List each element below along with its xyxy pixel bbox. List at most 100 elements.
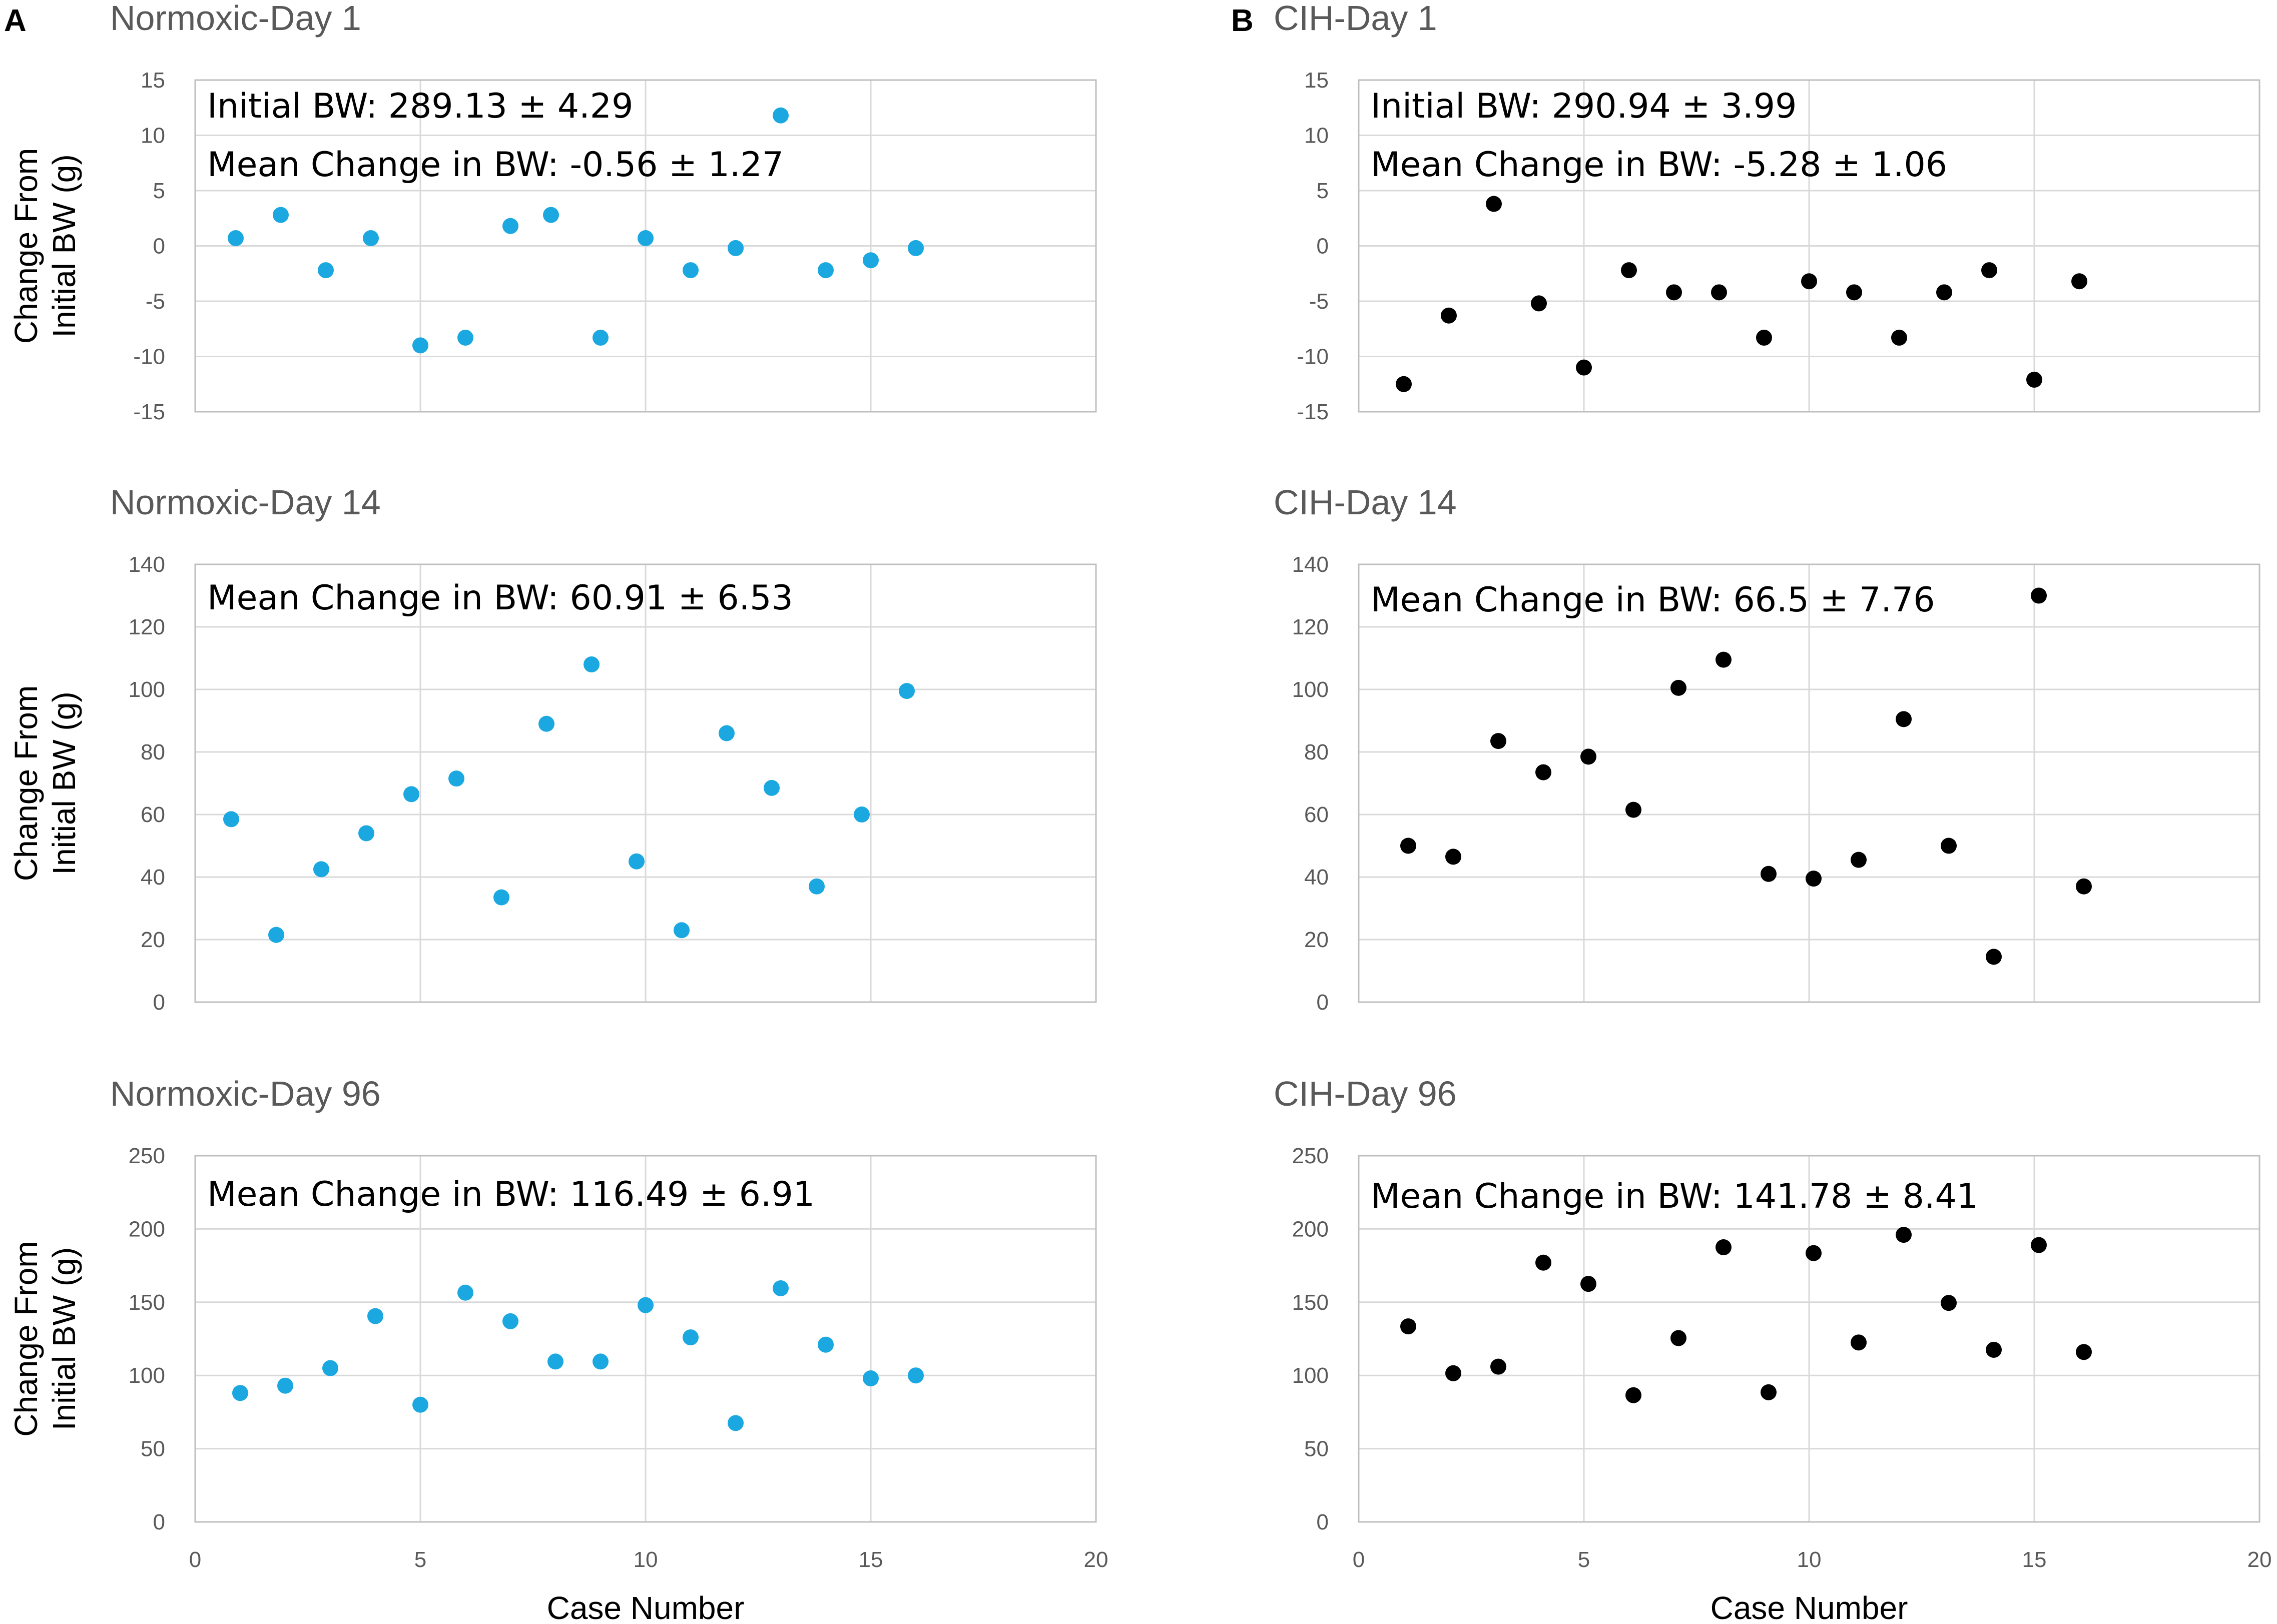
plot-area — [194, 1155, 1097, 1523]
data-point — [584, 656, 600, 672]
x-tick-label: 20 — [2247, 1547, 2272, 1572]
data-point — [1851, 1334, 1867, 1351]
data-point — [502, 1313, 518, 1329]
data-point — [1670, 1330, 1686, 1346]
y-tick-label: 5 — [153, 179, 165, 203]
data-point — [1896, 1227, 1912, 1243]
y-tick-label: 15 — [1304, 68, 1329, 93]
data-point — [773, 107, 789, 124]
annotation-text: Initial BW: 290.94 ± 3.99 — [1371, 87, 1797, 126]
y-tick-label: -10 — [133, 345, 165, 369]
data-point — [1756, 329, 1772, 346]
chart-nd1: Normoxic-Day 1 -15 -10 -5 0 5 10 15 Initial BW: … — [8, 0, 1097, 424]
annotation-text: Mean Change in BW: -5.28 ± 1.06 — [1371, 145, 1947, 185]
data-point — [1716, 1239, 1732, 1255]
data-point — [1761, 1384, 1777, 1400]
data-point — [728, 1415, 744, 1431]
x-tick-label: 20 — [1084, 1547, 1108, 1572]
data-point — [412, 1396, 428, 1413]
y-tick-label: 60 — [141, 802, 165, 827]
y-tick-label: 50 — [141, 1437, 165, 1461]
y-tick-label: 140 — [129, 552, 165, 577]
y-tick-label: 200 — [1292, 1217, 1329, 1241]
y-tick-label: 40 — [141, 865, 165, 890]
data-point — [1711, 284, 1727, 301]
data-point — [908, 1367, 924, 1384]
data-point — [2031, 587, 2047, 604]
annotation-text: Mean Change in BW: -0.56 ± 1.27 — [207, 145, 784, 185]
x-tick-label: 10 — [1797, 1547, 1822, 1572]
data-point — [1806, 871, 1822, 887]
x-tick-label: 5 — [414, 1547, 426, 1572]
data-point — [683, 1329, 699, 1346]
data-point — [228, 230, 244, 247]
data-point — [363, 230, 379, 247]
y-tick-label: 10 — [1304, 124, 1329, 148]
data-point — [818, 262, 834, 279]
data-point — [1445, 1365, 1461, 1381]
chart-title: CIH-Day 96 — [1274, 1074, 1457, 1113]
data-point — [1761, 866, 1777, 882]
data-point — [863, 252, 879, 269]
y-tick-label: 100 — [129, 1363, 165, 1388]
annotation-text: Initial BW: 289.13 ± 4.29 — [207, 87, 633, 126]
y-tick-label: 100 — [1292, 677, 1329, 702]
y-tick-label: -10 — [1297, 345, 1329, 369]
y-tick-label: 50 — [1304, 1437, 1329, 1461]
y-axis-label: Change From — [8, 1241, 44, 1436]
plot-area — [1358, 563, 2260, 1003]
data-point — [1490, 1358, 1506, 1375]
data-point — [854, 806, 870, 823]
y-tick-label: 10 — [141, 124, 165, 148]
y-tick-label: 0 — [153, 234, 165, 259]
y-tick-label: 100 — [1292, 1363, 1329, 1388]
data-point — [908, 240, 924, 256]
data-point — [863, 1370, 879, 1387]
data-point — [277, 1377, 293, 1394]
y-axis-label: Change From — [8, 685, 44, 881]
data-point — [2026, 371, 2042, 388]
data-point — [543, 207, 559, 223]
data-point — [1936, 284, 1952, 301]
data-point — [1981, 262, 1997, 279]
y-tick-label: 200 — [129, 1217, 165, 1241]
data-point — [318, 262, 334, 279]
x-tick-label: 0 — [189, 1547, 201, 1572]
data-point — [1576, 359, 1592, 376]
data-point — [1670, 679, 1686, 696]
data-point — [809, 878, 825, 895]
plot-area — [1358, 1155, 2260, 1523]
chart-nd14: Normoxic-Day 14 0 20 40 60 80 100 120 140 Mean Ch… — [8, 483, 1097, 1015]
data-point — [1986, 949, 2002, 965]
data-point — [457, 1284, 473, 1301]
data-point — [367, 1308, 383, 1324]
annotation-text: Mean Change in BW: 60.91 ± 6.53 — [207, 578, 793, 618]
x-tick-label: 0 — [1353, 1547, 1365, 1572]
annotation-text: Mean Change in BW: 141.78 ± 8.41 — [1371, 1177, 1978, 1216]
data-point — [1716, 651, 1732, 668]
y-tick-label: -5 — [146, 289, 165, 314]
x-tick-label: 15 — [859, 1547, 883, 1572]
chart-cd1: CIH-Day 1 -15 -10 -5 0 5 10 15 Initial BW: 290.9… — [1274, 0, 2260, 424]
data-point — [1941, 838, 1957, 854]
y-tick-label: 250 — [129, 1144, 165, 1168]
data-point — [899, 683, 915, 699]
data-point — [223, 811, 239, 828]
y-axis-label: Change From — [8, 148, 44, 344]
data-point — [683, 262, 699, 279]
data-point — [773, 1280, 789, 1296]
data-point — [1625, 801, 1641, 818]
data-point — [593, 329, 609, 346]
y-axis-label: Initial BW (g) — [46, 154, 82, 337]
data-point — [538, 715, 554, 732]
chart-title: CIH-Day 1 — [1274, 0, 1437, 38]
y-tick-label: -5 — [1309, 289, 1329, 314]
data-point — [818, 1336, 834, 1353]
data-point — [2076, 1344, 2092, 1360]
chart-title: Normoxic-Day 14 — [110, 483, 381, 522]
data-point — [1896, 711, 1912, 727]
data-point — [1490, 733, 1506, 749]
